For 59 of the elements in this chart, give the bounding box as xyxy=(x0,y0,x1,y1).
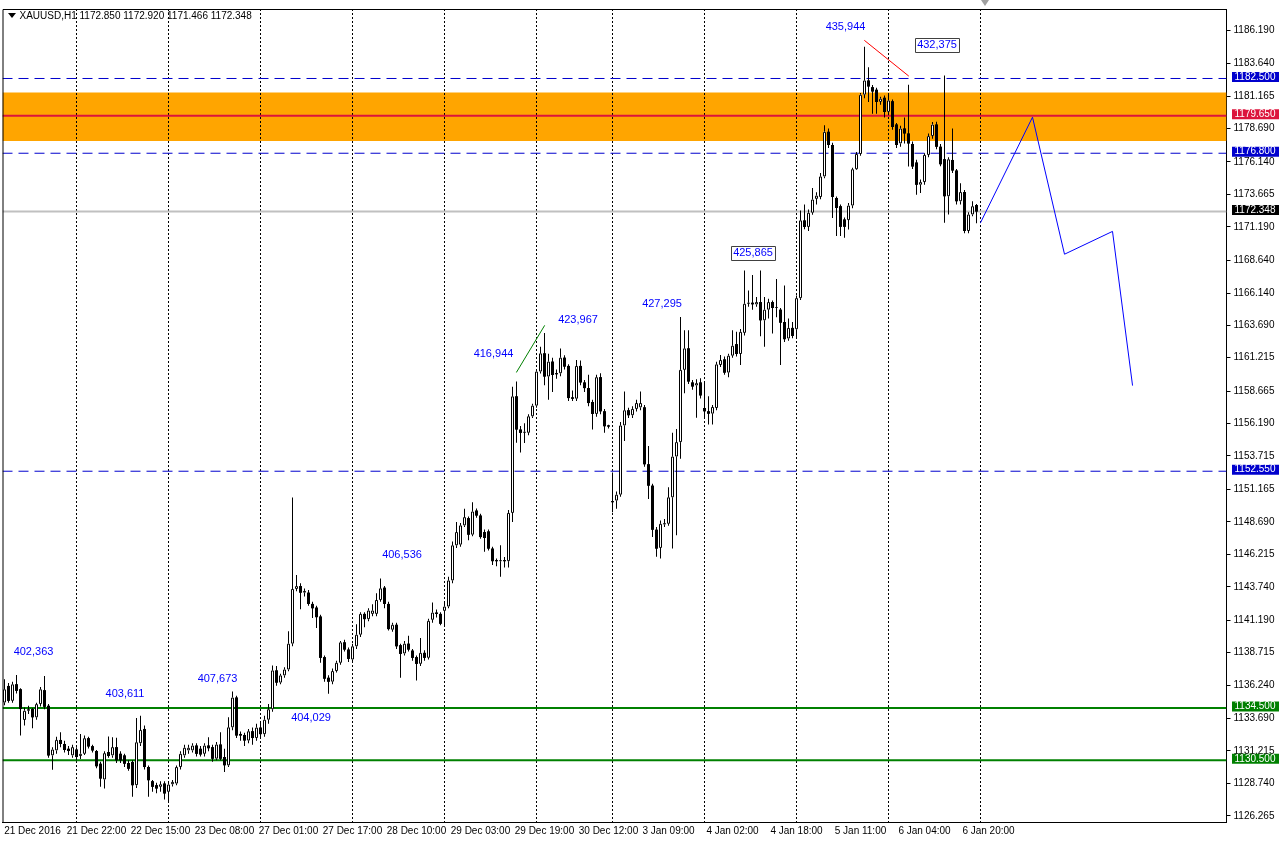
y-tick-label: 1138.715 xyxy=(1233,646,1275,658)
y-tick-label: 1171.190 xyxy=(1233,220,1275,232)
ref-line-label: 1152.550 xyxy=(1234,463,1276,475)
y-tick-label: 1141.190 xyxy=(1233,613,1275,625)
annotation: 416,944 xyxy=(473,347,514,360)
x-tick-label: 3 Jan 09:00 xyxy=(642,824,696,836)
y-tick-label: 1166.140 xyxy=(1233,286,1275,298)
ref-line-label: 1130.500 xyxy=(1234,752,1276,764)
x-tick-label: 27 Dec 17:00 xyxy=(322,824,383,836)
x-tick-label: 21 Dec 22:00 xyxy=(66,824,127,836)
chart-title: XAUUSD,H1 1172.850 1172.920 1171.466 1172.348 xyxy=(19,9,253,21)
y-tick-label: 1186.190 xyxy=(1233,23,1275,35)
annotation: 427,295 xyxy=(642,297,682,310)
ref-line-label: 1179.650 xyxy=(1234,108,1276,120)
ref-line-label: 1182.500 xyxy=(1234,70,1276,82)
y-tick-label: 1136.240 xyxy=(1233,678,1275,690)
x-tick-label: 23 Dec 08:00 xyxy=(194,824,255,836)
y-tick-label: 1158.665 xyxy=(1233,384,1275,396)
annotation: 403,611 xyxy=(105,687,145,700)
x-tick-label: 6 Jan 04:00 xyxy=(898,824,952,836)
y-tick-label: 1183.640 xyxy=(1233,57,1275,69)
y-tick-label: 1151.165 xyxy=(1233,483,1275,495)
y-tick-label: 1173.665 xyxy=(1233,188,1275,200)
annotation: 432,375 xyxy=(917,37,957,50)
y-tick-label: 1146.215 xyxy=(1233,548,1275,560)
x-tick-label: 22 Dec 15:00 xyxy=(130,824,191,836)
y-tick-label: 1161.215 xyxy=(1233,351,1275,363)
x-tick-label: 29 Dec 19:00 xyxy=(514,824,575,836)
x-tick-label: 4 Jan 02:00 xyxy=(706,824,760,836)
x-tick-label: 6 Jan 20:00 xyxy=(962,824,1016,836)
y-tick-label: 1178.690 xyxy=(1233,122,1275,134)
y-tick-label: 1128.740 xyxy=(1233,777,1275,789)
y-tick-label: 1126.265 xyxy=(1233,809,1275,821)
x-tick-label: 27 Dec 01:00 xyxy=(258,824,319,836)
y-tick-label: 1168.640 xyxy=(1233,253,1275,265)
x-tick-label: 30 Dec 12:00 xyxy=(578,824,639,836)
y-tick-label: 1148.690 xyxy=(1233,515,1275,527)
annotation: 407,673 xyxy=(197,671,238,684)
annotation: 402,363 xyxy=(13,645,54,658)
x-tick-label: 21 Dec 2016 xyxy=(4,824,62,836)
ref-line-label: 1176.800 xyxy=(1234,145,1276,157)
y-tick-label: 1156.190 xyxy=(1233,417,1275,429)
ref-line-label: 1172.348 xyxy=(1234,203,1276,215)
annotation: 406,536 xyxy=(382,548,422,561)
y-tick-label: 1176.140 xyxy=(1233,155,1275,167)
x-tick-label: 28 Dec 10:00 xyxy=(386,824,447,836)
y-tick-label: 1153.715 xyxy=(1233,449,1275,461)
y-tick-label: 1133.690 xyxy=(1233,712,1275,724)
x-tick-label: 29 Dec 03:00 xyxy=(450,824,511,836)
annotation: 404,029 xyxy=(291,711,331,724)
annotation: 435,944 xyxy=(825,20,866,33)
y-tick-label: 1181.165 xyxy=(1233,89,1275,101)
y-tick-label: 1163.690 xyxy=(1233,318,1275,330)
annotation: 425,865 xyxy=(733,245,773,258)
y-tick-label: 1143.740 xyxy=(1233,580,1275,592)
x-tick-label: 5 Jan 11:00 xyxy=(834,824,887,836)
annotation: 423,967 xyxy=(558,313,598,326)
x-tick-label: 4 Jan 18:00 xyxy=(770,824,824,836)
ref-line-label: 1134.500 xyxy=(1234,700,1276,712)
